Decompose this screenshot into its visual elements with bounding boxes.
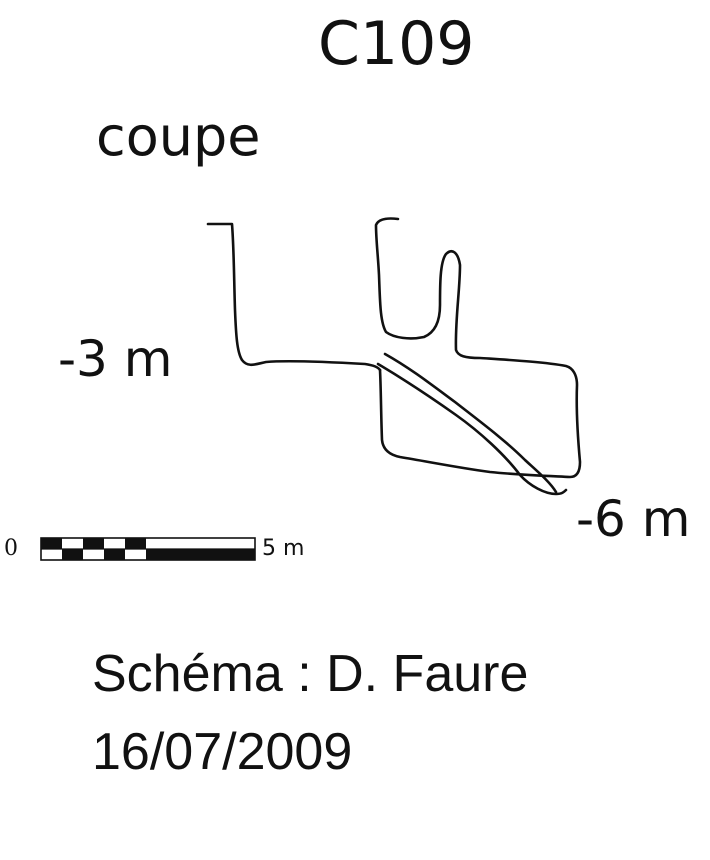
view-label: coupe	[96, 105, 261, 168]
lower-chamber-outline	[374, 217, 582, 479]
scale-bar	[40, 537, 256, 561]
author-credit: Schéma : D. Faure	[92, 645, 529, 703]
inclined-passage-lower	[376, 362, 568, 496]
survey-title: C109	[318, 9, 475, 79]
scale-end-label: 5 m	[262, 536, 305, 561]
left-shaft-wall	[206, 222, 382, 372]
inclined-passage-upper	[383, 352, 558, 494]
scale-start-label: 0	[4, 536, 18, 561]
depth-label-upper: -3 m	[58, 330, 173, 388]
survey-date: 16/07/2009	[92, 723, 353, 781]
depth-label-lower: -6 m	[576, 490, 691, 548]
